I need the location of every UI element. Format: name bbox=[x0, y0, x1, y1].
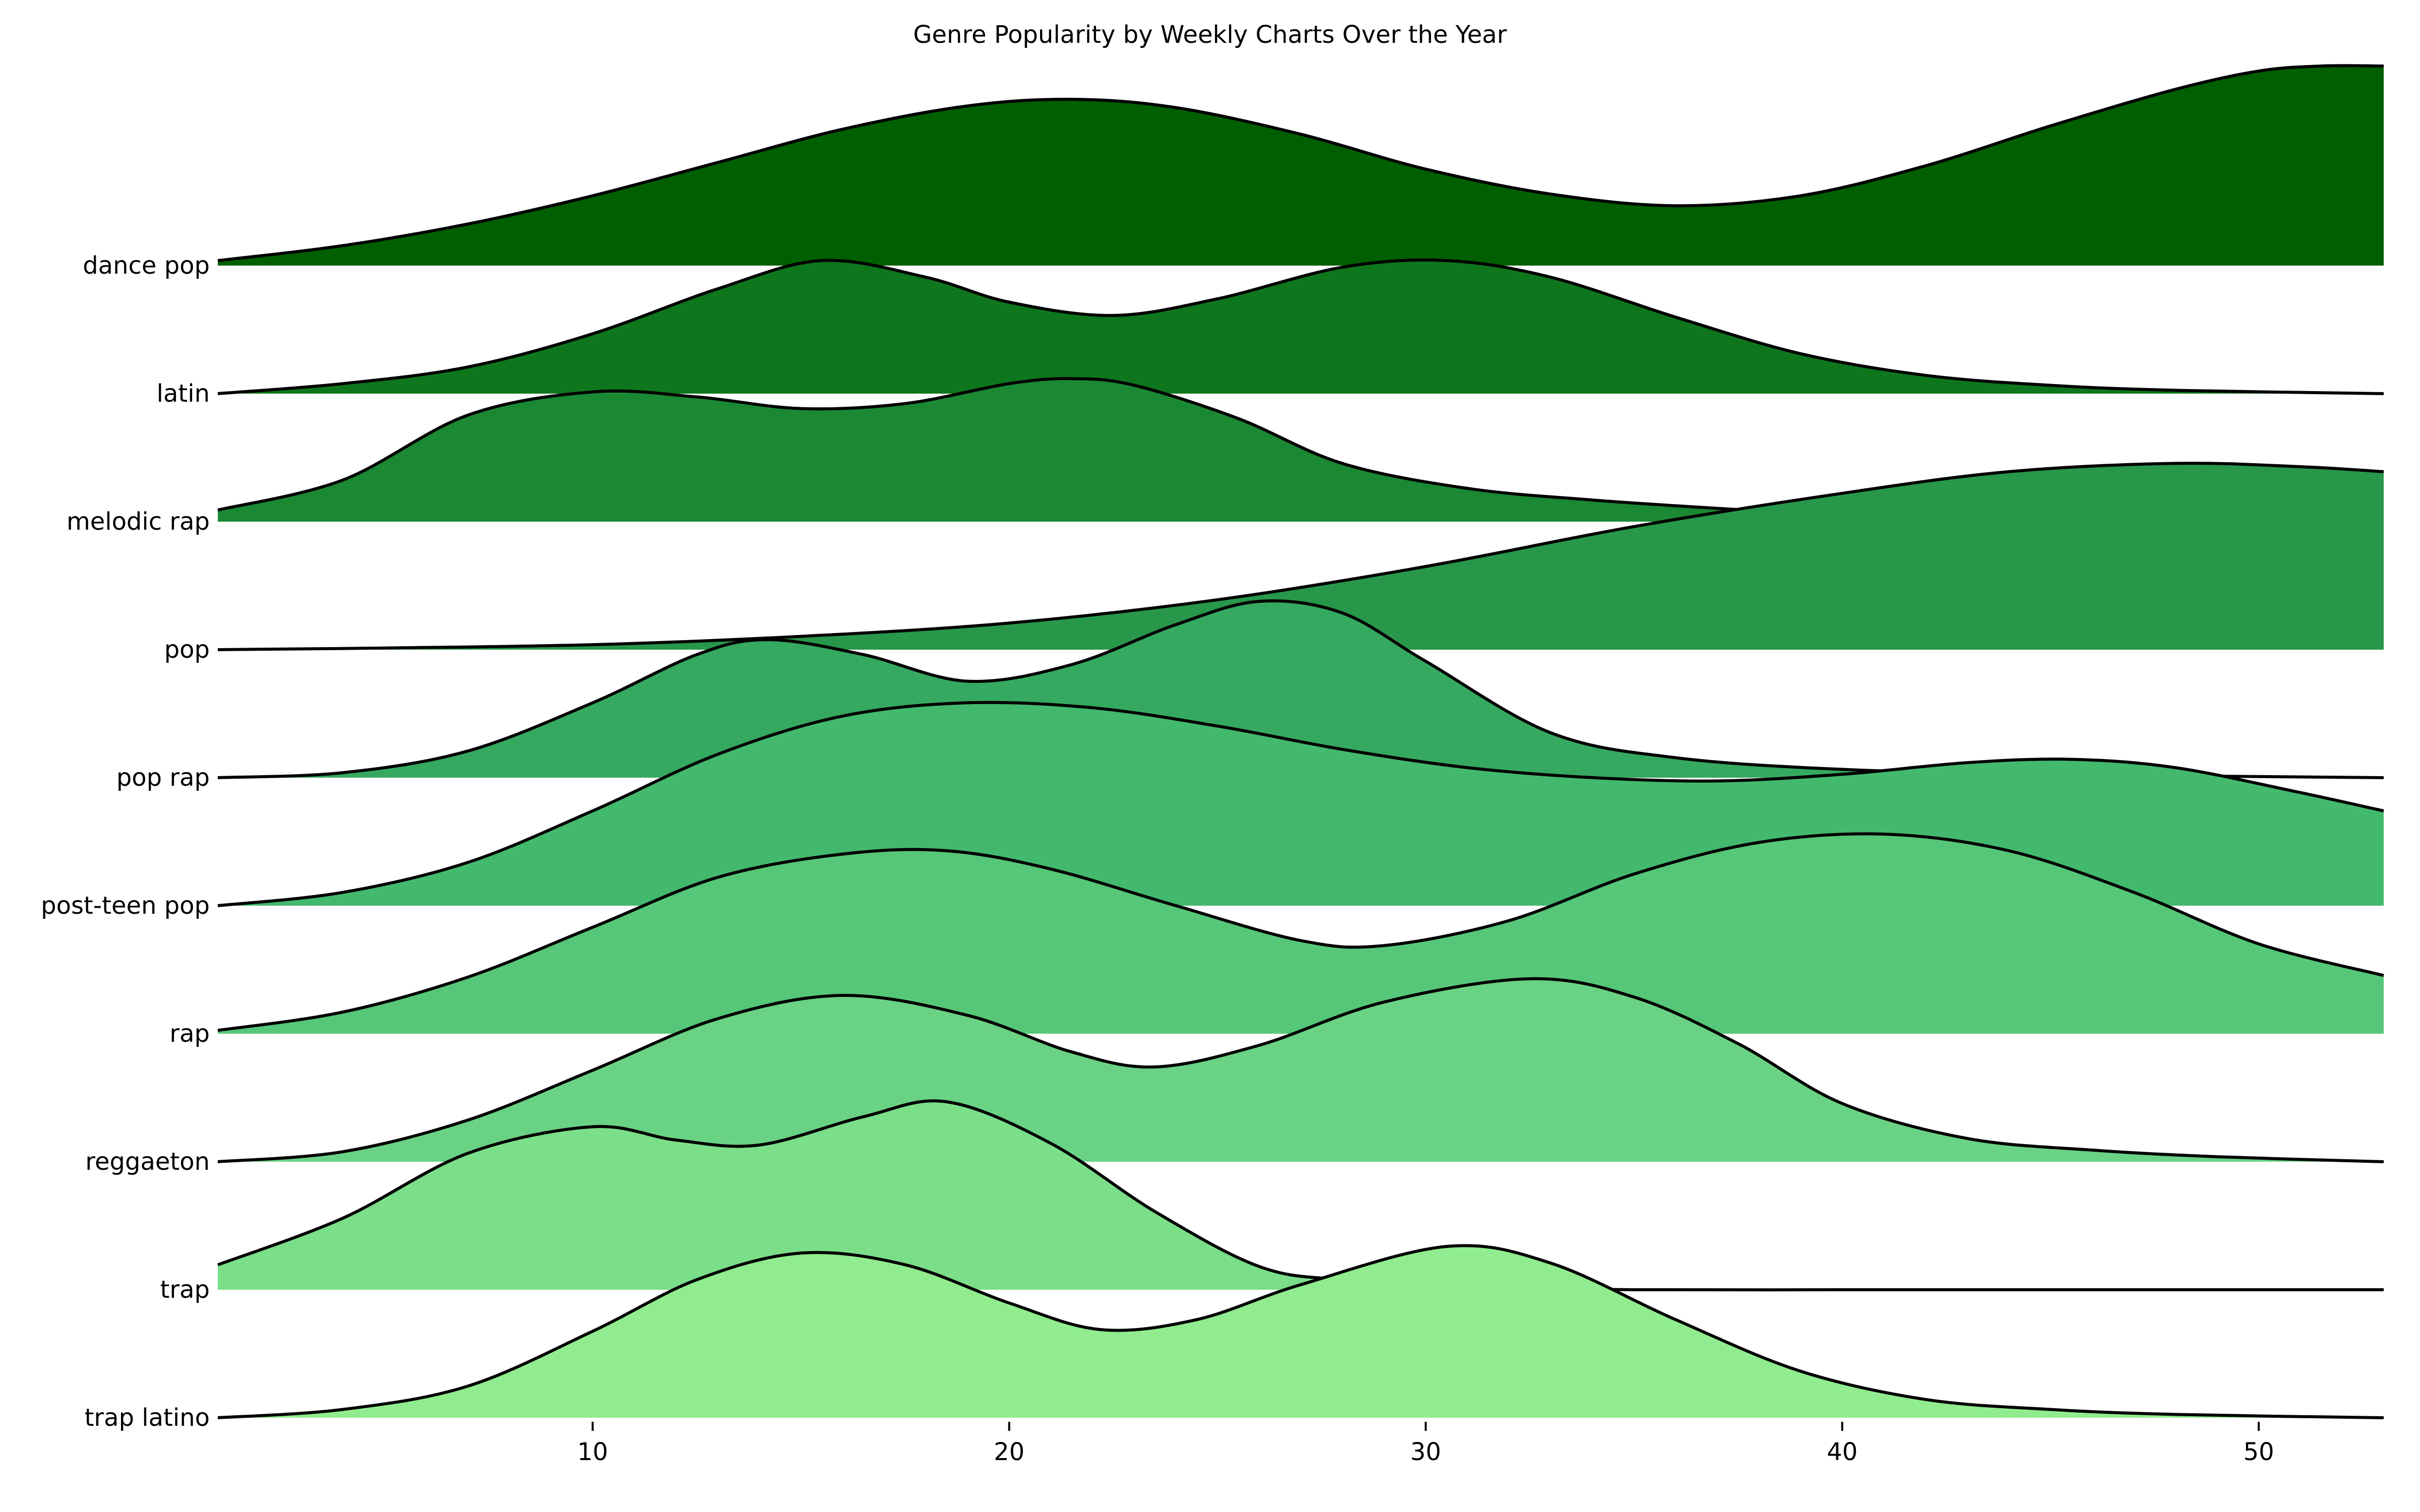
chart-title: Genre Popularity by Weekly Charts Over t… bbox=[913, 21, 1507, 49]
ridge-line-post-teen-pop bbox=[217, 701, 2384, 907]
ridge-line-melodic-rap bbox=[217, 377, 1884, 520]
genre-label: latin bbox=[157, 380, 210, 408]
genre-label: dance pop bbox=[83, 251, 210, 280]
ridge-layers bbox=[217, 64, 2384, 1419]
ridge-line-trap bbox=[217, 1099, 2384, 1292]
genre-label: pop rap bbox=[116, 764, 210, 792]
genre-label: trap latino bbox=[85, 1404, 210, 1432]
x-tick-label: 30 bbox=[1410, 1438, 1441, 1466]
genre-label: rap bbox=[169, 1020, 210, 1048]
genre-label: post-teen pop bbox=[41, 892, 210, 920]
x-tick-label: 20 bbox=[994, 1438, 1024, 1466]
ridge-area-trap-latino bbox=[218, 1245, 2384, 1418]
ridge-area-pop-rap bbox=[218, 601, 2384, 778]
ridge-line-dance-pop bbox=[217, 64, 2384, 263]
ridge-area-trap bbox=[218, 1101, 2384, 1290]
x-tick-label: 50 bbox=[2244, 1438, 2274, 1466]
ridge-area-reggaeton bbox=[218, 978, 2384, 1162]
x-tick-label: 10 bbox=[577, 1438, 608, 1466]
ridge-line-rap bbox=[217, 832, 2384, 1032]
x-tick-label: 40 bbox=[1827, 1438, 1857, 1466]
ridge-line-reggaeton bbox=[217, 977, 2384, 1163]
genre-label: pop bbox=[164, 636, 210, 664]
ridge-line-trap-latino bbox=[217, 1244, 2384, 1419]
ridge-area-rap bbox=[218, 834, 2384, 1034]
ridge-area-dance-pop bbox=[218, 66, 2384, 266]
genre-label: melodic rap bbox=[67, 508, 210, 536]
genre-labels: dance pop latin melodic rap pop pop rap post-… bbox=[41, 251, 210, 1432]
genre-label: trap bbox=[160, 1276, 210, 1304]
ridge-line-latin bbox=[217, 258, 2384, 395]
x-axis: 10 20 30 40 50 bbox=[577, 1422, 2274, 1466]
ridge-line-pop bbox=[217, 462, 2384, 651]
genre-label: reggaeton bbox=[85, 1148, 210, 1176]
ridge-line-pop-rap bbox=[217, 599, 2384, 779]
ridge-area-latin bbox=[218, 260, 2384, 394]
ridge-area-melodic-rap bbox=[218, 379, 1884, 522]
ridge-area-pop bbox=[218, 463, 2384, 650]
